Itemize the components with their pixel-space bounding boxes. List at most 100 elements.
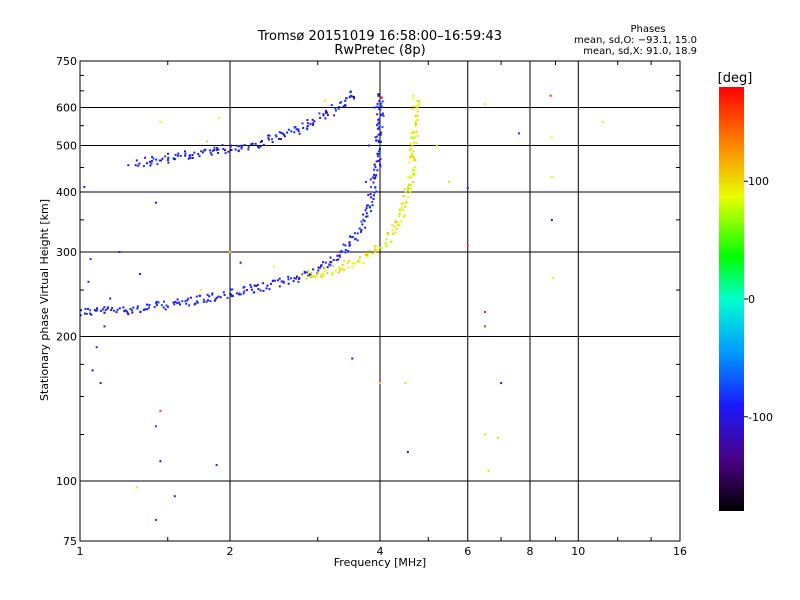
x-mode-point	[341, 263, 344, 266]
x-mode-point	[398, 213, 401, 215]
o-mode-point	[109, 297, 112, 300]
o-mode-point	[336, 254, 339, 257]
o-mode-point	[83, 185, 86, 188]
x-mode-point	[395, 220, 398, 223]
o-mode-point	[377, 152, 380, 155]
o-mode-point	[338, 255, 341, 258]
echo-point	[549, 94, 552, 97]
o-mode-point	[217, 148, 220, 151]
o-mode-point	[290, 277, 293, 280]
x-mode-point	[206, 140, 209, 143]
o-mode-point	[256, 145, 259, 148]
o-mode-point	[335, 259, 338, 262]
x-mode-point	[346, 261, 349, 264]
o-mode-point	[351, 357, 354, 360]
o-mode-point	[217, 152, 220, 154]
x-mode-point	[400, 206, 403, 209]
o-mode-point	[176, 298, 179, 301]
o-mode-point	[184, 152, 187, 155]
o-mode-point	[224, 149, 226, 152]
o-mode-point	[313, 120, 316, 123]
o-mode-point	[274, 279, 277, 282]
o-mode-point	[229, 145, 232, 148]
x-mode-point	[351, 265, 354, 268]
o-mode-point	[138, 162, 141, 165]
x-mode-point	[307, 269, 310, 272]
o-mode-point	[206, 293, 209, 296]
x-mode-point	[404, 205, 407, 208]
o-mode-point	[294, 125, 297, 128]
o-mode-point	[257, 288, 260, 290]
o-mode-point	[344, 249, 347, 251]
x-mode-point	[312, 275, 315, 278]
o-mode-point	[167, 152, 169, 155]
x-mode-point	[411, 154, 414, 157]
o-mode-point	[195, 295, 198, 298]
o-mode-point	[93, 309, 96, 312]
o-mode-point	[110, 309, 113, 311]
x-mode-point	[394, 231, 397, 234]
o-mode-point	[106, 306, 109, 309]
x-mode-point	[320, 275, 323, 278]
x-mode-point	[338, 269, 341, 272]
o-mode-point	[297, 277, 300, 280]
x-mode-point	[368, 249, 371, 252]
x-mode-point	[410, 184, 412, 187]
x-mode-point	[418, 103, 421, 106]
o-mode-point	[148, 160, 151, 163]
o-mode-point	[322, 261, 324, 264]
o-mode-point	[268, 134, 271, 137]
o-mode-point	[360, 229, 363, 231]
x-mode-point	[366, 255, 369, 258]
x-mode-point	[378, 246, 381, 249]
x-mode-point	[403, 188, 406, 191]
x-mode-point	[379, 382, 381, 385]
x-mode-point	[412, 181, 415, 184]
x-mode-point	[364, 253, 367, 256]
o-mode-point	[85, 312, 88, 315]
o-mode-point	[274, 134, 277, 137]
o-mode-point	[342, 243, 345, 246]
o-mode-point	[130, 309, 133, 312]
o-mode-point	[152, 157, 155, 160]
x-mode-point	[310, 275, 313, 277]
o-mode-point	[369, 186, 372, 189]
x-mode-point	[413, 166, 416, 169]
o-mode-point	[222, 148, 225, 150]
o-mode-point	[236, 144, 239, 147]
o-mode-point	[268, 288, 271, 291]
o-mode-point	[146, 303, 148, 306]
o-mode-point	[247, 146, 250, 149]
o-mode-point	[301, 122, 304, 125]
x-mode-point	[412, 156, 415, 159]
o-mode-point	[318, 266, 321, 269]
x-mode-point	[408, 183, 410, 186]
o-mode-point	[91, 369, 94, 372]
o-mode-point	[202, 300, 205, 303]
o-mode-point	[312, 124, 314, 126]
o-mode-point	[115, 311, 118, 314]
x-mode-point	[412, 94, 415, 97]
o-mode-point	[209, 151, 212, 154]
x-mode-point	[392, 232, 395, 235]
o-mode-point	[287, 282, 290, 285]
o-mode-point	[176, 302, 179, 305]
o-mode-point	[135, 159, 138, 162]
o-mode-point	[306, 271, 308, 274]
x-mode-point	[404, 382, 407, 385]
o-mode-point	[309, 123, 312, 126]
echo-point	[380, 96, 383, 99]
o-mode-point	[238, 293, 241, 296]
o-mode-point	[204, 148, 207, 151]
x-mode-point	[354, 261, 357, 264]
x-tick-label: 4	[377, 545, 384, 558]
x-tick-label: 1	[77, 545, 84, 558]
o-mode-point	[209, 300, 212, 303]
x-axis-label: Frequency [MHz]	[334, 556, 426, 569]
y-tick-label: 75	[63, 535, 77, 548]
o-mode-point	[380, 131, 383, 134]
o-mode-point	[243, 144, 246, 147]
o-mode-point	[241, 144, 243, 147]
o-mode-point	[106, 307, 109, 310]
o-mode-point	[211, 293, 214, 296]
